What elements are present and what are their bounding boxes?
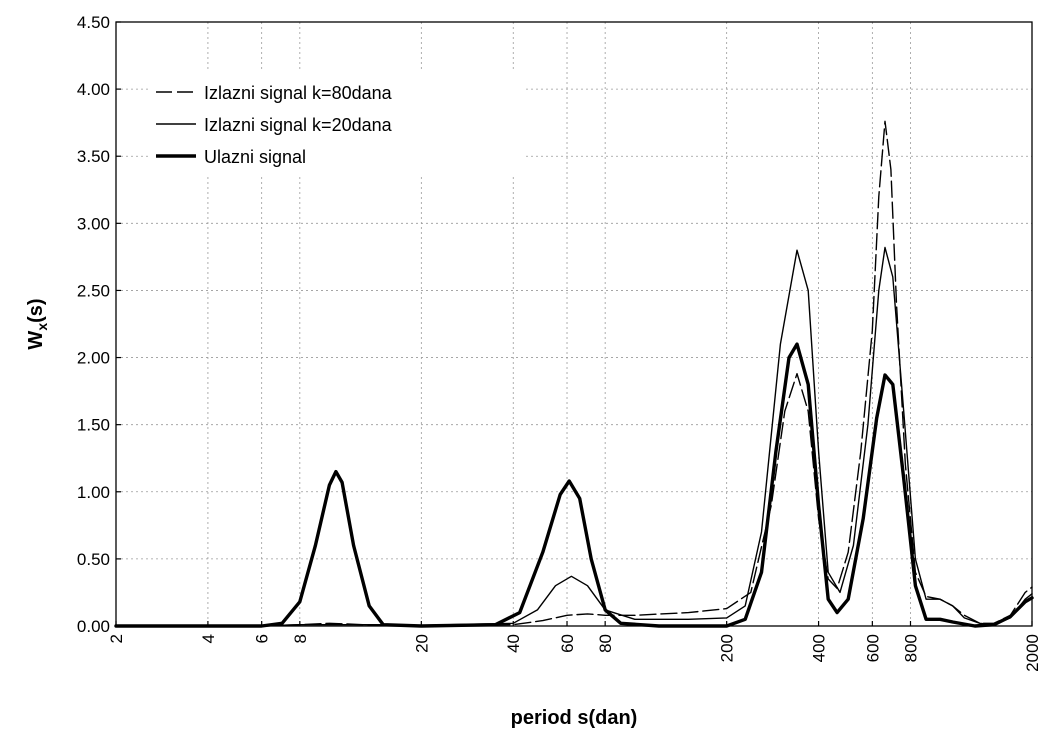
- x-tick-label: 80: [596, 634, 615, 653]
- y-axis-title-main: W: [25, 331, 47, 350]
- legend-label-3: Ulazni signal: [204, 147, 306, 167]
- plot-frame: [115, 21, 1033, 627]
- series-group: [114, 120, 1034, 628]
- legend-label-1: Izlazni signal k=80dana: [204, 83, 393, 103]
- series-line-1: [115, 246, 1033, 627]
- x-tick-label: 800: [901, 634, 920, 662]
- x-tick-label: 60: [558, 634, 577, 653]
- x-tick-label: 2: [107, 634, 126, 643]
- y-tick-label: 4.00: [77, 80, 110, 99]
- legend-background: [148, 70, 526, 175]
- y-axis-ticks: 0.00 0.50 1.00 1.50 2.00 2.50 3.00 3.50 4.00 4.50: [77, 13, 121, 636]
- y-axis-title-sub: x: [34, 323, 50, 331]
- y-axis-title-rest: (s): [25, 298, 47, 322]
- y-tick-label: 0.50: [77, 550, 110, 569]
- y-tick-label: 2.00: [77, 349, 110, 368]
- y-tick-label: 1.50: [77, 416, 110, 435]
- series-line-2: [114, 342, 1034, 628]
- y-axis-title: Wx(s): [25, 298, 50, 349]
- x-axis-ticks: 2 4 6 8 20 40 60 80 200 400 600 800 2000: [107, 621, 1039, 672]
- x-tick-label: 6: [253, 634, 272, 643]
- y-tick-label: 1.00: [77, 483, 110, 502]
- legend: Izlazni signal k=80dana Izlazni signal k…: [148, 70, 526, 175]
- x-tick-label: 200: [718, 634, 737, 662]
- x-tick-label: 8: [291, 634, 310, 643]
- x-tick-label: 2000: [1023, 634, 1039, 672]
- x-tick-label: 4: [199, 634, 218, 643]
- y-tick-label: 3.00: [77, 214, 110, 233]
- y-tick-label: 2.50: [77, 281, 110, 300]
- x-axis-title: period s(dan): [511, 707, 638, 729]
- y-tick-label: 3.50: [77, 147, 110, 166]
- legend-label-2: Izlazni signal k=20dana: [204, 115, 393, 135]
- x-tick-label: 600: [863, 634, 882, 662]
- x-tick-label: 20: [412, 634, 431, 653]
- y-tick-label: 0.00: [77, 617, 110, 636]
- x-tick-label: 40: [504, 634, 523, 653]
- x-tick-label: 400: [810, 634, 829, 662]
- y-tick-label: 4.50: [77, 13, 110, 32]
